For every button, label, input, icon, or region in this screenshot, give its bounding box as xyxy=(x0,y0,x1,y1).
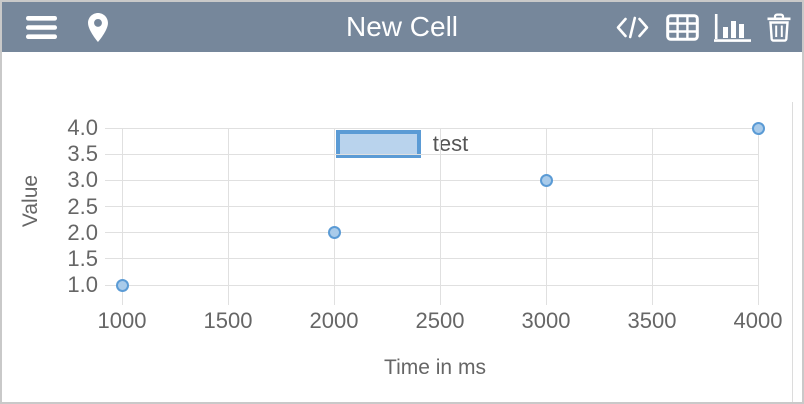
legend-label: test xyxy=(432,131,469,156)
location-pin-icon xyxy=(87,12,109,42)
bar-chart-icon xyxy=(714,12,751,42)
trash-icon xyxy=(766,13,792,42)
header-bar: New Cell xyxy=(2,2,802,52)
x-axis-label: Time in ms xyxy=(384,356,486,379)
table-view-button[interactable] xyxy=(666,13,699,41)
location-button[interactable] xyxy=(87,12,109,42)
chart-panel: test xyxy=(2,52,802,402)
legend-swatch xyxy=(335,130,421,158)
code-view-button[interactable] xyxy=(614,15,651,40)
y-axis-label: Value xyxy=(19,174,42,228)
table-icon xyxy=(666,13,699,41)
code-icon xyxy=(614,15,651,40)
header-right-actions xyxy=(614,2,792,52)
menu-button[interactable] xyxy=(26,15,57,39)
panel-right-divider xyxy=(792,102,793,402)
chart-legend: test xyxy=(2,130,802,158)
menu-icon xyxy=(26,15,57,39)
header-left-actions xyxy=(26,2,109,52)
chart-view-button[interactable] xyxy=(714,12,751,42)
delete-cell-button[interactable] xyxy=(766,13,792,42)
cell-title: New Cell xyxy=(345,11,459,42)
